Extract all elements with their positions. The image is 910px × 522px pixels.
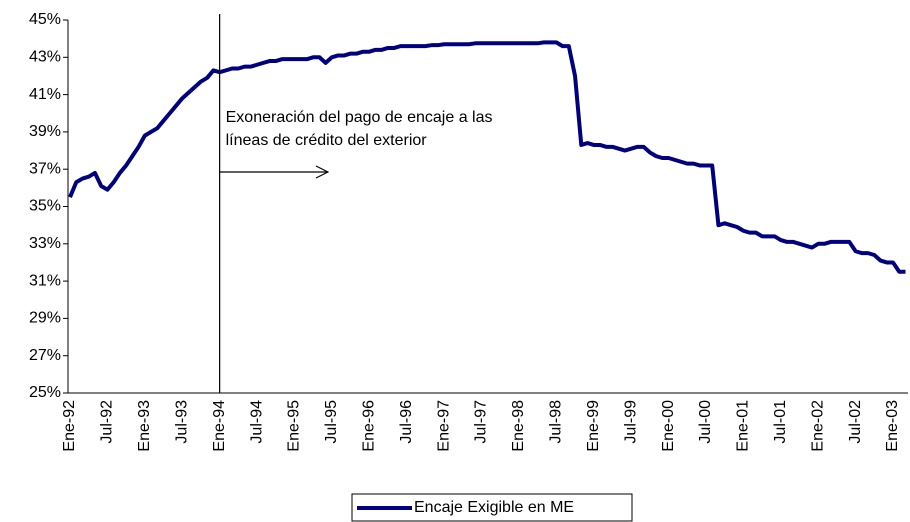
- y-tick-label: 29%: [29, 310, 61, 327]
- y-tick-label: 45%: [29, 11, 61, 28]
- x-tick-label: Ene-97: [435, 400, 452, 452]
- y-tick-label: 33%: [29, 235, 61, 252]
- x-tick-label: Ene-03: [884, 400, 901, 452]
- x-tick-label: Ene-02: [809, 400, 826, 452]
- x-tick-label: Jul-02: [847, 400, 864, 444]
- x-tick-label: Jul-00: [697, 400, 714, 444]
- y-tick-label: 41%: [29, 86, 61, 103]
- y-tick-label: 37%: [29, 160, 61, 177]
- x-tick-label: Ene-94: [211, 400, 228, 452]
- x-tick-label: Ene-99: [585, 400, 602, 452]
- x-tick-label: Ene-92: [61, 400, 78, 452]
- x-tick-label: Jul-94: [248, 400, 265, 444]
- x-tick-label: Jul-97: [473, 400, 490, 444]
- x-tick-label: Jul-93: [173, 400, 190, 444]
- legend-label: Encaje Exigible en ME: [414, 499, 574, 516]
- x-tick-label: Ene-96: [360, 400, 377, 452]
- legend: Encaje Exigible en ME: [351, 493, 633, 522]
- x-tick-label: Jul-96: [398, 400, 415, 444]
- x-tick-label: Ene-98: [510, 400, 527, 452]
- annotation-text: líneas de crédito del exterior: [226, 132, 428, 149]
- y-tick-label: 43%: [29, 49, 61, 66]
- x-tick-label: Jul-99: [622, 400, 639, 444]
- y-tick-label: 31%: [29, 272, 61, 289]
- x-tick-label: Ene-00: [660, 400, 677, 452]
- annotation-text: Exoneración del pago de encaje a las: [226, 109, 493, 126]
- x-tick-label: Jul-92: [99, 400, 116, 444]
- x-tick-label: Jul-98: [548, 400, 565, 444]
- y-tick-label: 25%: [29, 384, 61, 401]
- x-tick-label: Ene-01: [735, 400, 752, 452]
- x-tick-label: Jul-95: [323, 400, 340, 444]
- y-tick-label: 35%: [29, 198, 61, 215]
- x-tick-label: Jul-01: [772, 400, 789, 444]
- y-tick-label: 27%: [29, 347, 61, 364]
- x-tick-label: Ene-93: [136, 400, 153, 452]
- data-line: [68, 40, 906, 274]
- y-tick-label: 39%: [29, 123, 61, 140]
- x-tick-label: Ene-95: [286, 400, 303, 452]
